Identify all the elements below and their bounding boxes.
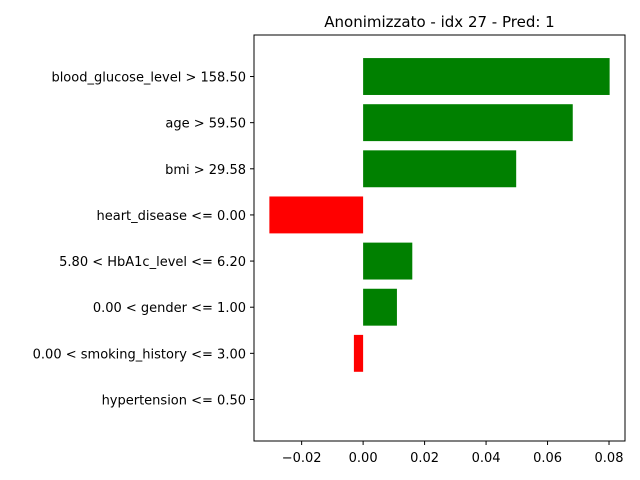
x-tick-label: 0.00	[349, 451, 378, 466]
y-tick-label: 5.80 < HbA1c_level <= 6.20	[59, 255, 246, 270]
bar-0	[363, 58, 610, 95]
bar-4	[363, 242, 413, 280]
bars-group	[269, 58, 610, 372]
chart-title: Anonimizzato - idx 27 - Pred: 1	[324, 13, 554, 31]
bar-5	[363, 288, 397, 326]
bar-1	[363, 104, 573, 142]
x-axis-ticks: −0.02 0.00 0.02 0.04 0.06 0.08	[282, 441, 624, 466]
y-tick-label: heart_disease <= 0.00	[96, 209, 246, 224]
x-tick-label: 0.08	[595, 451, 624, 466]
bar-3	[269, 196, 364, 234]
y-axis-ticks: blood_glucose_level > 158.50 age > 59.50 b…	[33, 71, 254, 408]
bar-6	[353, 334, 364, 372]
x-tick-label: 0.04	[472, 451, 501, 466]
y-tick-label: 0.00 < gender <= 1.00	[93, 301, 246, 316]
bar-2	[363, 150, 517, 188]
x-tick-label: 0.06	[533, 451, 562, 466]
y-tick-label: blood_glucose_level > 158.50	[51, 71, 246, 86]
plot-frame	[253, 34, 626, 442]
y-tick-label: 0.00 < smoking_history <= 3.00	[33, 347, 246, 362]
y-tick-label: bmi > 29.58	[165, 163, 246, 178]
x-tick-label: 0.02	[410, 451, 439, 466]
y-tick-label: age > 59.50	[165, 117, 246, 132]
y-tick-label: hypertension <= 0.50	[102, 393, 246, 408]
x-tick-label: −0.02	[282, 451, 322, 466]
